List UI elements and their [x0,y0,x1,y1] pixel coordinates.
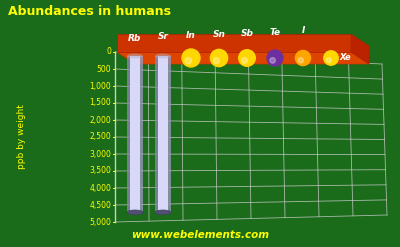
Text: 0: 0 [106,47,111,57]
Text: Abundances in humans: Abundances in humans [8,5,171,19]
Circle shape [242,58,248,63]
Text: 3,500: 3,500 [89,166,111,176]
Polygon shape [127,56,130,212]
Text: Sr: Sr [158,33,168,41]
Circle shape [213,58,220,64]
Circle shape [296,50,310,65]
Text: 1,500: 1,500 [89,99,111,107]
Polygon shape [351,34,369,64]
Circle shape [182,49,200,67]
Text: 2,500: 2,500 [89,132,111,142]
Ellipse shape [127,54,143,58]
Polygon shape [140,56,143,212]
Circle shape [324,51,338,65]
Circle shape [185,58,192,64]
Text: Xe: Xe [339,54,351,62]
Text: ppb by weight: ppb by weight [18,104,26,169]
Polygon shape [168,56,171,212]
Text: Sn: Sn [212,30,226,39]
Circle shape [326,58,331,63]
Polygon shape [117,52,369,64]
Polygon shape [117,34,351,52]
Text: Te: Te [270,28,280,37]
Text: 2,000: 2,000 [89,116,111,124]
Text: 3,000: 3,000 [89,149,111,159]
Circle shape [270,58,275,63]
Text: 1,000: 1,000 [89,82,111,90]
Circle shape [239,50,255,66]
Text: I: I [301,26,305,36]
Text: 4,500: 4,500 [89,201,111,209]
Text: 5,000: 5,000 [89,218,111,226]
Ellipse shape [155,54,171,58]
Polygon shape [158,56,168,212]
Circle shape [267,50,283,66]
Circle shape [298,58,303,63]
Text: In: In [186,31,196,40]
Text: Sb: Sb [240,29,254,38]
Text: 4,000: 4,000 [89,184,111,192]
Text: www.webelements.com: www.webelements.com [131,230,269,240]
Text: 500: 500 [96,64,111,74]
Polygon shape [130,56,140,212]
Ellipse shape [155,210,171,215]
Polygon shape [155,56,158,212]
Ellipse shape [127,210,143,215]
Circle shape [210,49,228,67]
Text: Rb: Rb [128,34,142,43]
